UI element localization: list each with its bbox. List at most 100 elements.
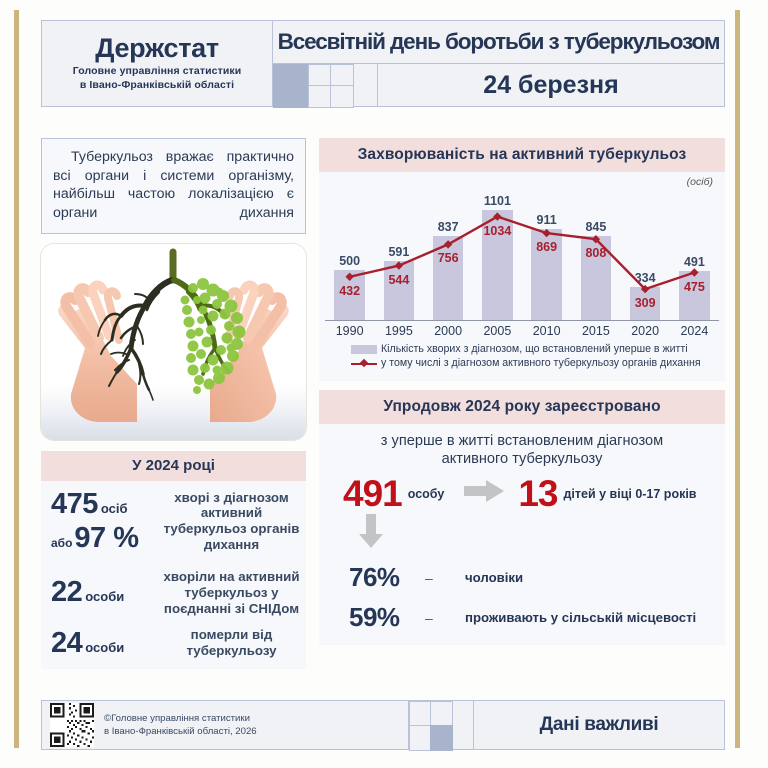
logo-main-text: Держстат bbox=[95, 33, 219, 64]
chart-x-tick-label: 2010 bbox=[532, 324, 561, 338]
chart-line-value: 756 bbox=[437, 251, 459, 266]
poster-title: Всесвітній день боротьби з туберкульозом bbox=[273, 20, 725, 64]
footer-deco-square-1 bbox=[409, 701, 432, 727]
stat-prefix: або bbox=[51, 535, 73, 550]
registered-main-value: 491 bbox=[343, 473, 403, 515]
deco-square-2 bbox=[330, 64, 354, 87]
infographic-poster: Держстат Головне управління статистики в… bbox=[14, 10, 740, 751]
deco-square-filled bbox=[273, 64, 310, 108]
stat-unit: осіб bbox=[100, 500, 128, 516]
year-block-title: У 2024 році bbox=[41, 450, 306, 481]
stat-value-group: 24 особи bbox=[47, 627, 163, 660]
legend-label-bars: Кількість хворих з діагнозом, що встанов… bbox=[381, 343, 688, 355]
chart-x-tick-label: 2000 bbox=[434, 324, 463, 338]
chart-bar-value: 1101 bbox=[483, 193, 511, 208]
stat-value: 475 bbox=[51, 487, 98, 520]
right-column: Захворюваність на активний туберкульоз (… bbox=[319, 138, 725, 646]
stat-value-group: 475 осіб або97 % bbox=[47, 488, 163, 555]
chart-bar-slot: 1101 1034 bbox=[473, 194, 522, 320]
stat-row: 24 особи померли від туберкульозу bbox=[47, 627, 300, 660]
chart-x-tick-label: 1990 bbox=[335, 324, 364, 338]
deco-square-4 bbox=[330, 85, 354, 108]
breakdown-percent: 59% bbox=[349, 602, 400, 633]
chart-line-value: 309 bbox=[634, 296, 656, 311]
chart-line-value: 475 bbox=[683, 279, 705, 294]
registered-main-unit: особу bbox=[407, 486, 445, 501]
legend-label-line: у тому числі з діагнозом активного тубер… bbox=[381, 357, 701, 369]
breakdown-label: чоловіки bbox=[465, 570, 524, 586]
breakdown-dash: – bbox=[425, 609, 433, 626]
chart-bar-value: 911 bbox=[536, 212, 557, 227]
chart-x-tick-label: 2015 bbox=[581, 324, 610, 338]
chart-bar-value: 845 bbox=[585, 219, 607, 234]
chart-line-value: 432 bbox=[339, 283, 361, 298]
chart-bar bbox=[531, 228, 562, 320]
chart-unit-label: (осіб) bbox=[686, 176, 713, 188]
chart-x-tick-label: 2020 bbox=[631, 324, 660, 338]
breakdown-row: 76% – чоловіки bbox=[327, 562, 717, 593]
breakdown-percent: 76% bbox=[349, 562, 400, 593]
registered-panel-title: Упродовж 2024 року зареєстровано bbox=[319, 390, 725, 424]
footer-copyright: ©Головне управління статистики в Івано-Ф… bbox=[94, 701, 408, 749]
chart-bar-slot: 334 309 bbox=[621, 202, 670, 320]
footer-deco-square-2 bbox=[430, 701, 453, 727]
logo-sub-line1: Головне управління статистики bbox=[72, 65, 242, 78]
breakdown-row: 59% – проживають у сільській місцевості bbox=[327, 602, 717, 633]
header-right: Всесвітній день боротьби з туберкульозом… bbox=[273, 20, 725, 108]
chart-bar-value: 837 bbox=[437, 220, 459, 235]
chart-line-value: 808 bbox=[585, 246, 607, 261]
intro-text: Туберкульоз вражає практично всі органи … bbox=[53, 149, 294, 222]
legend-item-line: у тому числі з діагнозом активного тубер… bbox=[351, 357, 719, 369]
copyright-line1: ©Головне управління статистики bbox=[104, 712, 250, 724]
chart-bar-value: 591 bbox=[388, 244, 410, 259]
legend-swatch-line-icon bbox=[351, 359, 377, 368]
chart-line-value: 544 bbox=[388, 272, 410, 287]
deco-square-3 bbox=[308, 85, 332, 108]
footer-decorative-squares bbox=[408, 701, 474, 751]
registered-panel-body: з уперше в житті встановленим діагнозом … bbox=[319, 424, 725, 646]
chart-container: (осіб) 500 432 591 544 837 756 1101 1034 911 869 8… bbox=[319, 172, 725, 381]
logo-sub-text: Головне управління статистики в Івано-Фр… bbox=[73, 65, 242, 91]
chart-bar bbox=[679, 270, 710, 320]
legend-item-bars: Кількість хворих з діагнозом, що встанов… bbox=[351, 343, 719, 355]
registered-subtitle: з уперше в житті встановленим діагнозом … bbox=[327, 432, 717, 468]
lungs-illustration-icon bbox=[58, 248, 289, 422]
copyright-line2: в Івано-Франківській області, 2026 bbox=[104, 726, 257, 737]
stat-unit: особи bbox=[85, 639, 125, 655]
children-value: 13 bbox=[518, 473, 558, 515]
chart-line-value: 869 bbox=[536, 240, 558, 255]
intro-text-box: Туберкульоз вражає практично всі органи … bbox=[41, 138, 306, 234]
chart-x-axis-labels: 1990 1995 2000 2005 2010 2015 2020 2024 bbox=[325, 321, 719, 338]
stat-description: хворі з діагнозом активний туберкульоз о… bbox=[163, 489, 300, 553]
chart-bar-value: 500 bbox=[339, 254, 361, 268]
stat-row: 22 особи хворіли на активний туберкульоз … bbox=[47, 569, 300, 617]
stat-row: 475 осіб або97 % хворі з діагнозом активн… bbox=[47, 488, 300, 555]
breakdown-label: проживають у сільській місцевості bbox=[465, 610, 697, 626]
legend-swatch-bar-icon bbox=[351, 344, 377, 354]
year-block-body: 475 осіб або97 % хворі з діагнозом активн… bbox=[41, 480, 306, 669]
stat-description: хворіли на активний туберкульоз у поєдна… bbox=[163, 568, 300, 616]
chart-bar-slot: 837 756 bbox=[424, 202, 473, 320]
stat-unit: особи bbox=[85, 589, 125, 605]
chart-legend: Кількість хворих з діагнозом, що встанов… bbox=[325, 338, 719, 375]
registered-panel: Упродовж 2024 року зареєстровано з уперш… bbox=[319, 390, 725, 646]
chart-panel-title: Захворюваність на активний туберкульоз bbox=[319, 138, 725, 172]
qr-code-icon[interactable] bbox=[50, 703, 94, 747]
footer-slogan: Дані важливі bbox=[539, 714, 659, 735]
chart-bar bbox=[383, 260, 415, 320]
footer-deco-square-3 bbox=[409, 725, 432, 751]
lungs-in-hands-image bbox=[41, 243, 306, 440]
chart-bar bbox=[482, 209, 513, 320]
registered-subtitle-line1: з уперше в житті встановленим діагнозом bbox=[380, 433, 664, 449]
chart-bar-value: 334 bbox=[634, 270, 656, 285]
footer: ©Головне управління статистики в Івано-Ф… bbox=[41, 700, 725, 751]
chart-bar-value: 491 bbox=[683, 254, 705, 269]
chart-bar bbox=[432, 236, 464, 320]
footer-deco-square-filled bbox=[430, 725, 453, 751]
header-date-row: 24 березня bbox=[273, 64, 725, 108]
poster-date: 24 березня bbox=[378, 64, 725, 107]
header-decorative-squares bbox=[273, 64, 378, 108]
arrow-right-icon bbox=[464, 480, 505, 507]
chart-bars-layer: 500 432 591 544 837 756 1101 1034 911 869 845 808 33… bbox=[325, 194, 719, 320]
chart-x-tick-label: 2024 bbox=[680, 324, 709, 338]
